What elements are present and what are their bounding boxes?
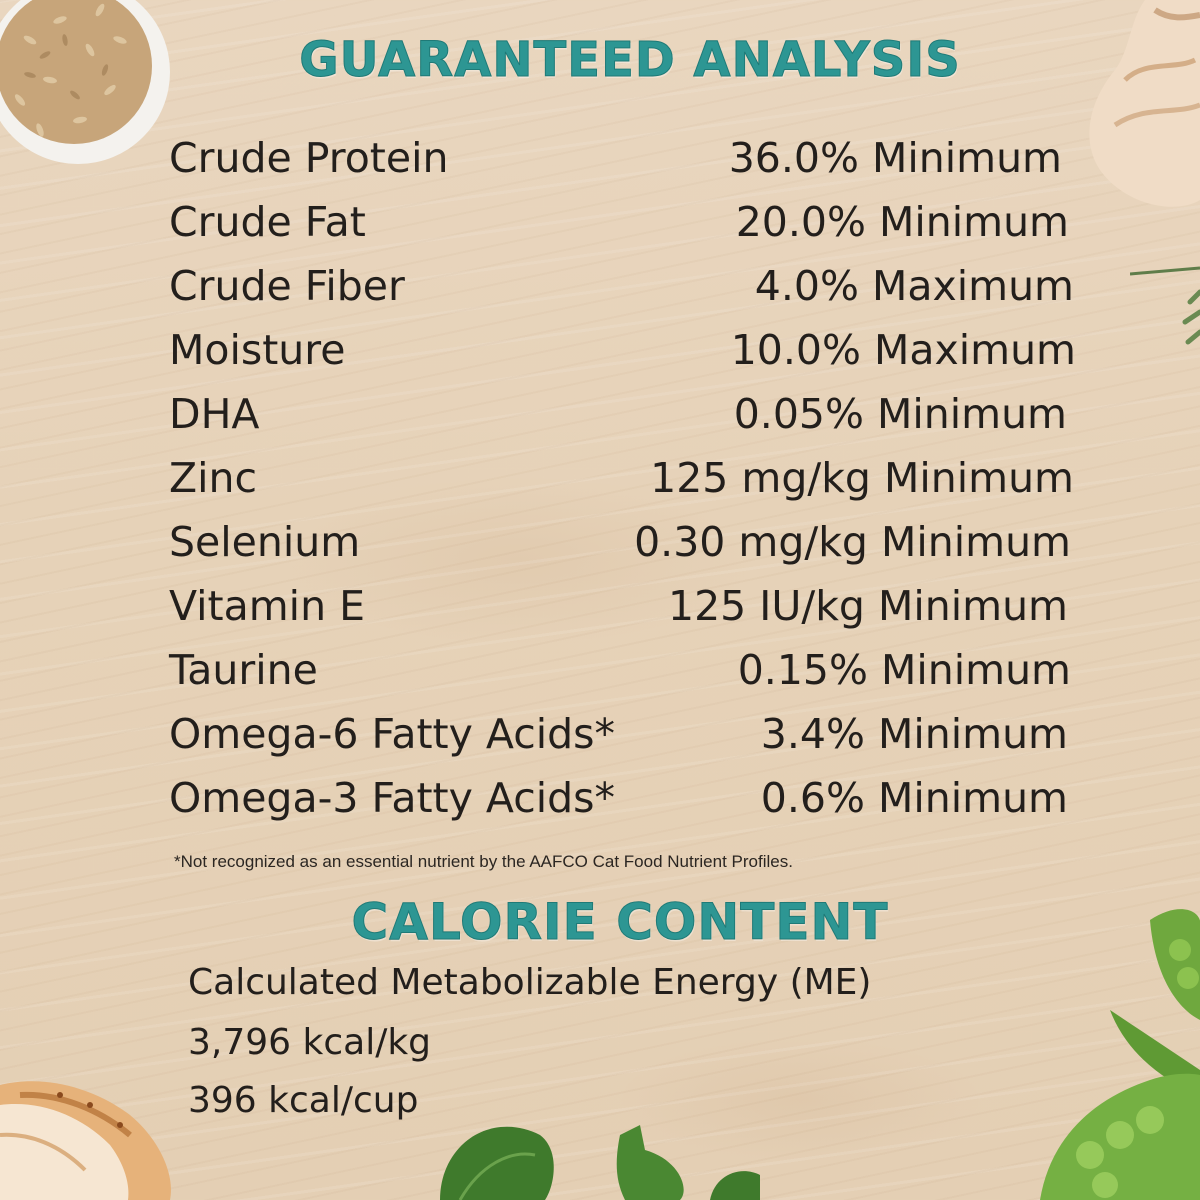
nutrient-value: 10.0% Maximum xyxy=(730,326,1076,374)
analysis-table: Crude Protein 36.0% Minimum Crude Fat 20.0… xyxy=(169,132,1079,836)
spinach-image xyxy=(440,1125,760,1200)
nutrient-name: Crude Protein xyxy=(169,134,449,182)
nutrient-value: 0.15% Minimum xyxy=(737,646,1071,694)
nutrient-value: 0.05% Minimum xyxy=(733,390,1067,438)
analysis-row: Omega-3 Fatty Acids* 0.6% Minimum xyxy=(169,772,1079,836)
guaranteed-analysis-heading: GUARANTEED ANALYSIS xyxy=(299,32,961,89)
nutrient-value: 36.0% Minimum xyxy=(728,134,1062,182)
nutrient-name: DHA xyxy=(169,390,260,438)
nutrient-value: 0.30 mg/kg Minimum xyxy=(634,518,1071,566)
rosemary-image xyxy=(1130,266,1200,345)
nutrient-name: Crude Fat xyxy=(169,198,366,246)
nutrient-value: 0.6% Minimum xyxy=(760,774,1068,822)
nutrient-name: Omega-6 Fatty Acids* xyxy=(169,710,616,758)
analysis-row: Selenium 0.30 mg/kg Minimum xyxy=(169,516,1079,580)
nutrient-name: Vitamin E xyxy=(169,582,365,630)
roast-chicken-image xyxy=(0,1081,171,1200)
calorie-content-heading: CALORIE CONTENT xyxy=(351,893,889,952)
nutrient-name: Zinc xyxy=(169,454,258,502)
nutrient-name: Crude Fiber xyxy=(169,262,405,310)
rice-bowl-image xyxy=(0,0,170,164)
nutrient-name: Taurine xyxy=(169,646,318,694)
me-label: Calculated Metabolizable Energy (ME) xyxy=(188,962,872,1003)
nutrient-value: 125 IU/kg Minimum xyxy=(667,582,1068,630)
nutrient-value: 4.0% Maximum xyxy=(754,262,1074,310)
analysis-row: Crude Fiber 4.0% Maximum xyxy=(169,260,1079,324)
nutrient-value: 20.0% Minimum xyxy=(735,198,1069,246)
nutrient-value: 125 mg/kg Minimum xyxy=(650,454,1074,502)
analysis-row: Crude Fat 20.0% Minimum xyxy=(169,196,1079,260)
nutrient-name: Omega-3 Fatty Acids* xyxy=(169,774,616,822)
aafco-footnote: *Not recognized as an essential nutrient… xyxy=(174,852,793,871)
nutrient-name: Moisture xyxy=(169,326,346,374)
kcal-per-cup: 396 kcal/cup xyxy=(188,1080,419,1121)
analysis-row: Taurine 0.15% Minimum xyxy=(169,644,1079,708)
analysis-row: Zinc 125 mg/kg Minimum xyxy=(169,452,1079,516)
analysis-row: Omega-6 Fatty Acids* 3.4% Minimum xyxy=(169,708,1079,772)
nutrient-value: 3.4% Minimum xyxy=(760,710,1068,758)
analysis-row: Moisture 10.0% Maximum xyxy=(169,324,1079,388)
analysis-row: Crude Protein 36.0% Minimum xyxy=(169,132,1079,196)
analysis-row: Vitamin E 125 IU/kg Minimum xyxy=(169,580,1079,644)
nutrient-name: Selenium xyxy=(169,518,361,566)
kcal-per-kg: 3,796 kcal/kg xyxy=(188,1022,432,1063)
analysis-row: DHA 0.05% Minimum xyxy=(169,388,1079,452)
